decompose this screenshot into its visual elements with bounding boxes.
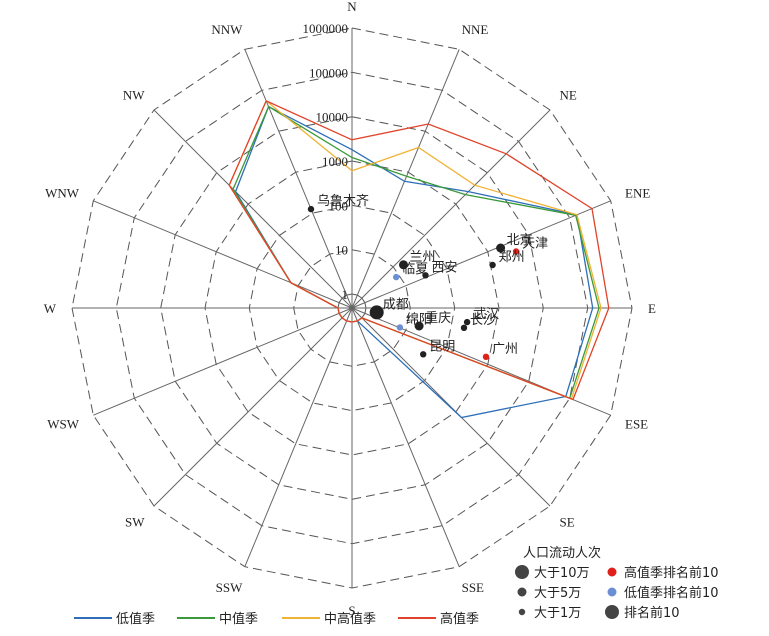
size-legend-marker [605, 605, 619, 619]
city-label: 兰州 [410, 250, 436, 265]
legend-label: 中值季 [219, 611, 258, 627]
city-label: 天津 [522, 237, 548, 252]
legend-label: 低值季 [116, 611, 155, 627]
direction-label: SE [560, 515, 575, 530]
city-label: 西安 [432, 260, 458, 275]
size-legend-title: 人口流动人次 [523, 545, 601, 561]
radial-tick-label: 1000 [322, 154, 348, 169]
size-legend-label: 高值季排名前10 [624, 565, 719, 581]
city-marker [414, 321, 424, 331]
size-legend-marker [607, 587, 617, 597]
direction-label: ENE [625, 185, 650, 200]
size-legend-label: 低值季排名前10 [624, 585, 719, 601]
direction-label: N [347, 0, 357, 14]
city-label: 北京 [507, 233, 533, 248]
grid-spoke [93, 200, 353, 309]
grid-spoke [351, 49, 460, 309]
radial-tick-label: 10 [335, 243, 348, 258]
grid-spoke [244, 307, 353, 567]
direction-label: W [44, 301, 57, 316]
grid-spoke [351, 307, 460, 567]
series-line [228, 100, 610, 401]
radial-tick-label: 1000000 [303, 21, 349, 36]
direction-labels: N NNE NE ENE E ESE SE SSE S SSW SW WSW W WNW NW NNW [44, 0, 656, 618]
city-label: 乌鲁木齐 [317, 193, 369, 209]
city-label: 郑州 [499, 250, 525, 265]
grid-ring [204, 160, 500, 456]
city-marker [393, 273, 400, 281]
city-marker [369, 305, 384, 320]
size-legend-marker [515, 565, 529, 579]
legend-label: 中高值季 [324, 611, 376, 627]
direction-label: NE [560, 88, 577, 103]
city-label: 长沙 [470, 313, 496, 328]
grid [71, 27, 633, 589]
size-legend-label: 大于10万 [534, 566, 590, 581]
city-marker [307, 205, 315, 213]
series-lines [228, 99, 610, 419]
direction-label: NNW [211, 22, 243, 37]
city-marker [420, 351, 427, 358]
city-marker [463, 318, 471, 326]
city-marker [396, 324, 404, 331]
direction-label: WSW [47, 417, 80, 432]
city-label: 绵阳 [406, 312, 432, 327]
grid-spoke [153, 307, 353, 507]
city-label: 昆明 [429, 339, 455, 354]
city-marker [496, 243, 506, 253]
direction-label: SW [125, 515, 145, 530]
direction-label: E [648, 301, 656, 316]
city-label: 临夏 [402, 262, 428, 277]
city-marker [399, 260, 408, 270]
series-legend: 低值季 中值季 中高值季 高值季 [74, 611, 479, 627]
city-marker [460, 324, 468, 331]
size-legend-marker [517, 587, 527, 597]
city-label: 武汉 [473, 307, 499, 322]
city-marker [489, 261, 496, 269]
city-label: 广州 [492, 342, 518, 357]
city-label: 成都 [383, 297, 409, 312]
direction-label: S [348, 603, 355, 618]
size-legend-marker [607, 567, 617, 577]
size-legend-label: 大于5万 [534, 586, 581, 601]
size-legend-label: 排名前10 [624, 605, 680, 621]
radial-tick-label: 10000 [316, 110, 349, 125]
grid-spoke [153, 109, 353, 309]
grid-spoke [93, 307, 353, 416]
radial-tick-labels: 1 10 100 1000 10000 100000 1000000 [303, 21, 349, 302]
direction-label: SSW [216, 580, 243, 595]
radial-tick-label: 1 [342, 287, 349, 302]
direction-label: NW [123, 88, 145, 103]
legend-label: 高值季 [440, 611, 479, 627]
grid-spoke [244, 49, 353, 309]
size-legend-marker [518, 608, 526, 616]
city-marker [482, 353, 490, 360]
radial-tick-label: 100000 [309, 65, 348, 80]
size-legend-label: 大于1万 [534, 606, 581, 621]
direction-label: SSE [462, 580, 484, 595]
city-marker [512, 248, 520, 255]
city-label: 重庆 [425, 310, 451, 326]
city-marker [422, 272, 429, 279]
grid-ring [160, 116, 544, 500]
direction-label: ESE [625, 417, 648, 432]
grid-ring [248, 204, 456, 412]
direction-label: NNE [462, 22, 489, 37]
grid-spoke [351, 200, 611, 309]
grid-spoke [351, 109, 551, 309]
radial-tick-label: 100 [329, 198, 349, 213]
direction-label: WNW [45, 185, 80, 200]
